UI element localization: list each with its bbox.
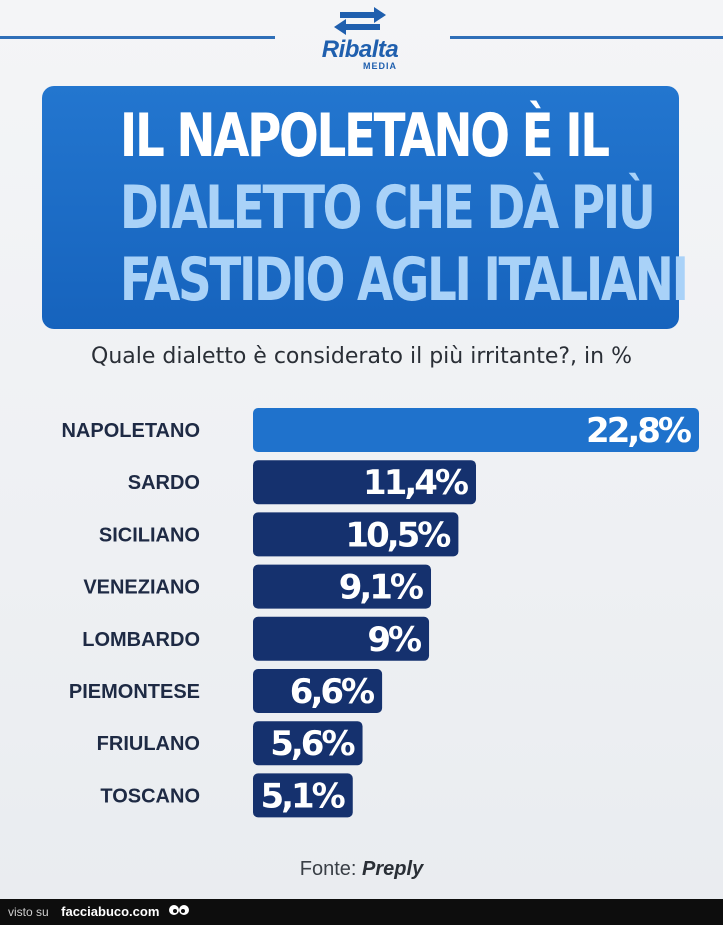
category-label-napoletano: NAPOLETANO — [61, 420, 200, 442]
value-label-piemontese: 6,6% — [290, 672, 374, 712]
source-credit: Fonte: Preply — [0, 858, 723, 881]
category-label-toscano: TOSCANO — [100, 785, 200, 807]
category-label-piemontese: PIEMONTESE — [69, 681, 200, 703]
bar-lombardo — [253, 616, 430, 661]
footer-bar: visto su facciabuco.com — [0, 899, 723, 925]
category-label-friulano: FRIULANO — [97, 733, 200, 755]
category-label-veneziano: VENEZIANO — [83, 577, 200, 599]
headline-line-1: IL NAPOLETANO È IL — [119, 101, 610, 171]
footer-prefix: visto su — [8, 905, 49, 919]
header-rule-right — [450, 36, 723, 39]
swap-arrows-icon — [334, 7, 386, 35]
header-rule-left — [0, 36, 275, 39]
eyes-icon — [168, 905, 189, 915]
value-label-veneziano: 9,1% — [339, 568, 423, 608]
bar-friulano — [253, 721, 363, 766]
category-label-lombardo: LOMBARDO — [82, 629, 200, 651]
value-label-siciliano: 10,5% — [345, 515, 450, 555]
bar-veneziano — [253, 564, 432, 609]
value-label-napoletano: 22,8% — [586, 411, 691, 451]
source-name: Preply — [362, 858, 424, 880]
bar-piemontese — [253, 669, 383, 713]
brand-name: Ribalta — [321, 36, 399, 63]
value-label-sardo: 11,4% — [363, 463, 468, 503]
category-label-siciliano: SICILIANO — [99, 524, 200, 546]
footer-site[interactable]: facciabuco.com — [61, 904, 160, 919]
bar-sardo — [253, 460, 476, 505]
headline-banner: IL NAPOLETANO È IL DIALETTO CHE DÀ PIÙ F… — [42, 86, 689, 329]
chart-subtitle: Quale dialetto è considerato il più irri… — [91, 344, 632, 369]
headline-line-3: FASTIDIO AGLI ITALIANI — [119, 245, 689, 315]
bar-siciliano — [253, 512, 459, 557]
headline-line-2: DIALETTO CHE DÀ PIÙ — [119, 173, 656, 243]
bar-toscano — [253, 773, 353, 818]
category-label-sardo: SARDO — [128, 472, 200, 494]
bar-chart: NAPOLETANO 22,8% SARDO 11,4% SICILIANO 10,5% V… — [61, 408, 699, 818]
brand-sub: MEDIA — [363, 61, 397, 71]
value-label-lombardo: 9% — [367, 620, 421, 660]
bar-napoletano — [253, 408, 699, 452]
value-label-friulano: 5,6% — [270, 724, 354, 764]
value-label-toscano: 5,1% — [260, 776, 344, 816]
brand-logo: Ribalta MEDIA — [300, 6, 420, 76]
source-prefix: Fonte: — [299, 858, 357, 880]
